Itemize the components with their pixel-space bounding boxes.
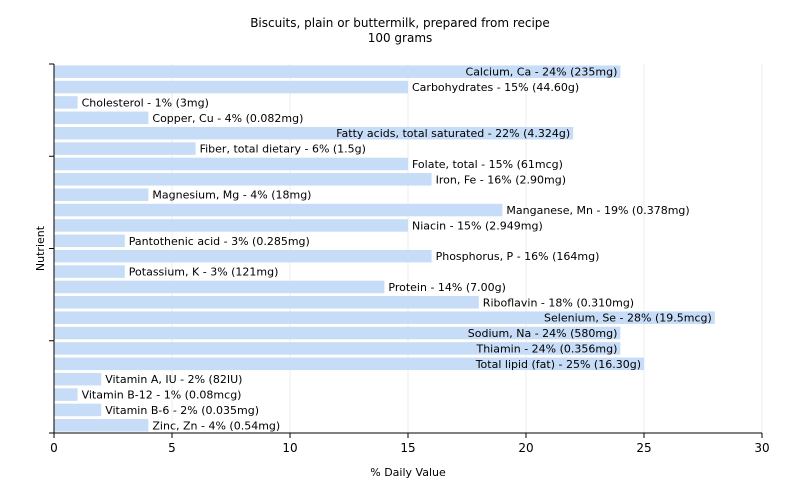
bar-15 (54, 296, 479, 309)
chart-title: Biscuits, plain or buttermilk, prepared … (250, 16, 550, 30)
x-tick-label-1: 5 (168, 441, 176, 455)
bar-label-4: Fatty acids, total saturated - 22% (4.32… (336, 127, 570, 140)
bar-7 (54, 173, 432, 186)
bar-5 (54, 142, 196, 155)
bar-17 (54, 326, 621, 340)
bar-14 (54, 280, 385, 294)
bar-6 (54, 157, 408, 171)
x-tick-label-0: 0 (50, 441, 58, 455)
bar-22 (54, 403, 102, 417)
bar-label-11: Pantothenic acid - 3% (0.285mg) (129, 235, 310, 248)
bar-label-22: Vitamin B-6 - 2% (0.035mg) (105, 404, 259, 417)
bar-16 (54, 311, 715, 324)
x-tick-label-2: 10 (282, 441, 297, 455)
bar-4 (54, 126, 574, 140)
x-axis-label: % Daily Value (370, 466, 446, 479)
bar-label-17: Sodium, Na - 24% (580mg) (468, 327, 618, 340)
bar-label-12: Phosphorus, P - 16% (164mg) (436, 250, 600, 263)
x-tick-labels: 0 5 10 15 20 25 30 (50, 441, 769, 455)
bar-label-8: Magnesium, Mg - 4% (18mg) (152, 189, 311, 202)
bar-label-5: Fiber, total dietary - 6% (1.5g) (200, 143, 366, 156)
bar-8 (54, 188, 149, 201)
bar-label-0: Calcium, Ca - 24% (235mg) (466, 66, 618, 79)
bar-label-10: Niacin - 15% (2.949mg) (412, 219, 543, 232)
bar-label-20: Vitamin A, IU - 2% (82IU) (105, 373, 242, 386)
bar-label-6: Folate, total - 15% (61mcg) (412, 158, 563, 171)
bar-19 (54, 357, 644, 371)
bar-label-21: Vitamin B-12 - 1% (0.08mcg) (82, 389, 242, 402)
bar-label-16: Selenium, Se - 28% (19.5mcg) (544, 312, 712, 325)
bar-13 (54, 265, 125, 278)
bar-3 (54, 111, 149, 125)
bar-label-23: Zinc, Zn - 4% (0.54mg) (152, 419, 280, 432)
axes (49, 63, 763, 438)
bar-label-1: Carbohydrates - 15% (44.60g) (412, 81, 579, 94)
bar-18 (54, 342, 621, 355)
bar-2 (54, 96, 78, 109)
chart-title-block: Biscuits, plain or buttermilk, prepared … (0, 16, 800, 46)
bar-label-2: Cholesterol - 1% (3mg) (82, 96, 209, 109)
bar-12 (54, 249, 432, 263)
bar-21 (54, 388, 78, 401)
bar-label-18: Thiamin - 24% (0.356mg) (475, 342, 617, 355)
bar-9 (54, 203, 503, 217)
bars: Calcium, Ca - 24% (235mg) Carbohydrates -… (54, 65, 715, 432)
bar-20 (54, 372, 102, 386)
bar-label-14: Protein - 14% (7.00g) (388, 281, 506, 294)
bar-label-15: Riboflavin - 18% (0.310mg) (483, 296, 634, 309)
y-axis-label: Nutrient (34, 225, 47, 271)
x-tick-label-5: 25 (636, 441, 651, 455)
bar-label-7: Iron, Fe - 16% (2.90mg) (436, 173, 566, 186)
bar-11 (54, 234, 125, 248)
bar-label-13: Potassium, K - 3% (121mg) (129, 266, 279, 279)
x-tick-label-3: 15 (400, 441, 415, 455)
x-tick-label-6: 30 (754, 441, 769, 455)
bar-0 (54, 65, 621, 78)
bar-23 (54, 419, 149, 432)
x-tick-label-4: 20 (518, 441, 533, 455)
bar-10 (54, 219, 408, 232)
chart-subtitle: 100 grams (367, 31, 433, 45)
bar-label-19: Total lipid (fat) - 25% (16.30g) (475, 358, 641, 371)
bar-label-3: Copper, Cu - 4% (0.082mg) (152, 112, 303, 125)
grid-lines (171, 64, 763, 433)
bar-label-9: Manganese, Mn - 19% (0.378mg) (506, 204, 689, 217)
bar-1 (54, 80, 408, 94)
